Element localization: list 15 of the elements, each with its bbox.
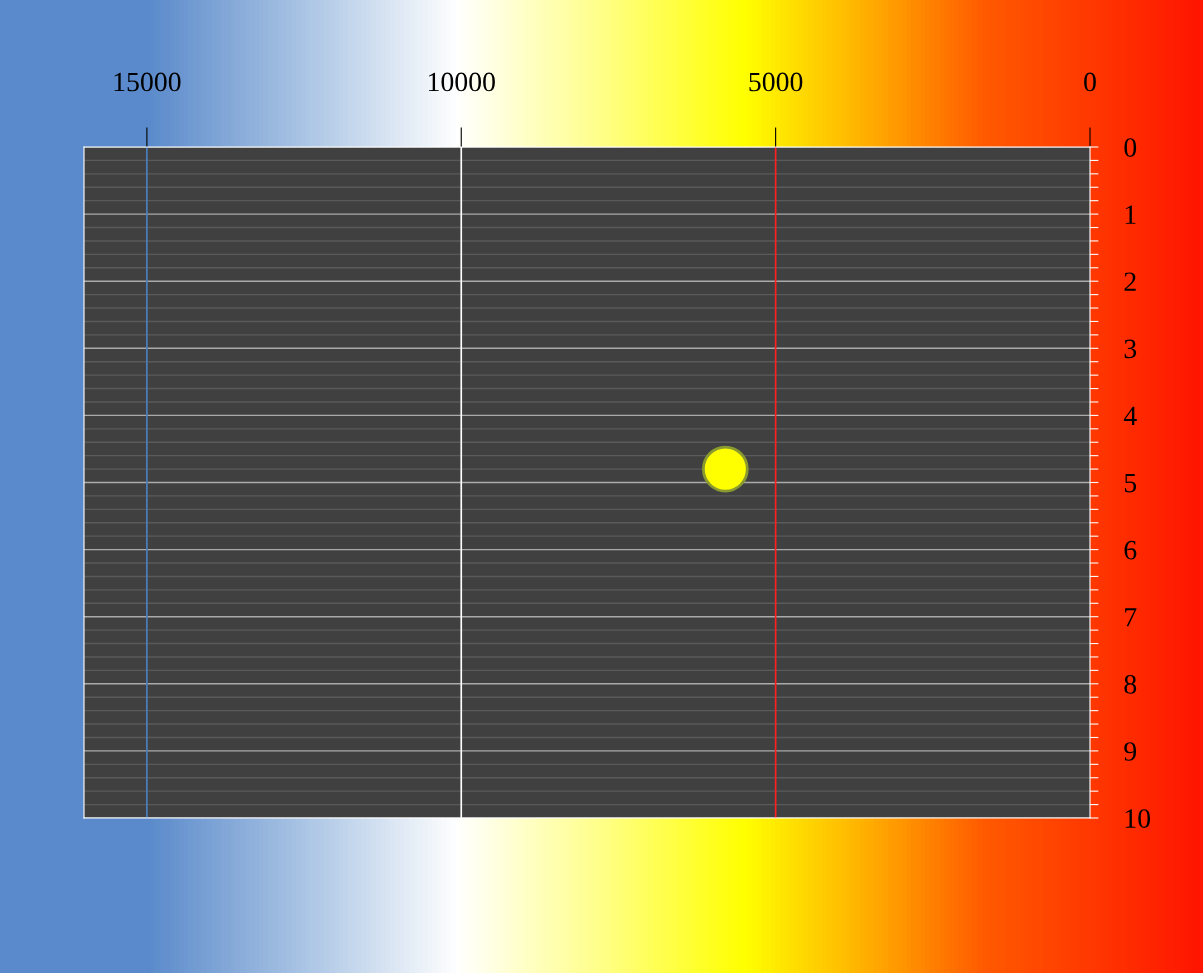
y-tick-label: 9 bbox=[1124, 742, 1137, 761]
y-tick-label: 2 bbox=[1124, 272, 1136, 291]
y-tick-label: 10 bbox=[1125, 809, 1151, 828]
y-tick-label: 5 bbox=[1124, 473, 1137, 493]
y-tick-label: 0 bbox=[1124, 138, 1137, 157]
x-tick-label: 15000 bbox=[114, 72, 181, 92]
y-tick-label: 1 bbox=[1125, 205, 1136, 224]
x-tick-label: 10000 bbox=[428, 72, 495, 92]
y-tick-label: 8 bbox=[1124, 674, 1137, 694]
y-tick-label: 7 bbox=[1125, 608, 1137, 627]
y-tick-label: 6 bbox=[1124, 540, 1137, 560]
y-tick-label: 4 bbox=[1123, 406, 1137, 426]
x-tick-label: 5000 bbox=[749, 72, 803, 92]
x-tick-label: 0 bbox=[1084, 72, 1096, 92]
y-tick-label: 3 bbox=[1124, 339, 1137, 359]
